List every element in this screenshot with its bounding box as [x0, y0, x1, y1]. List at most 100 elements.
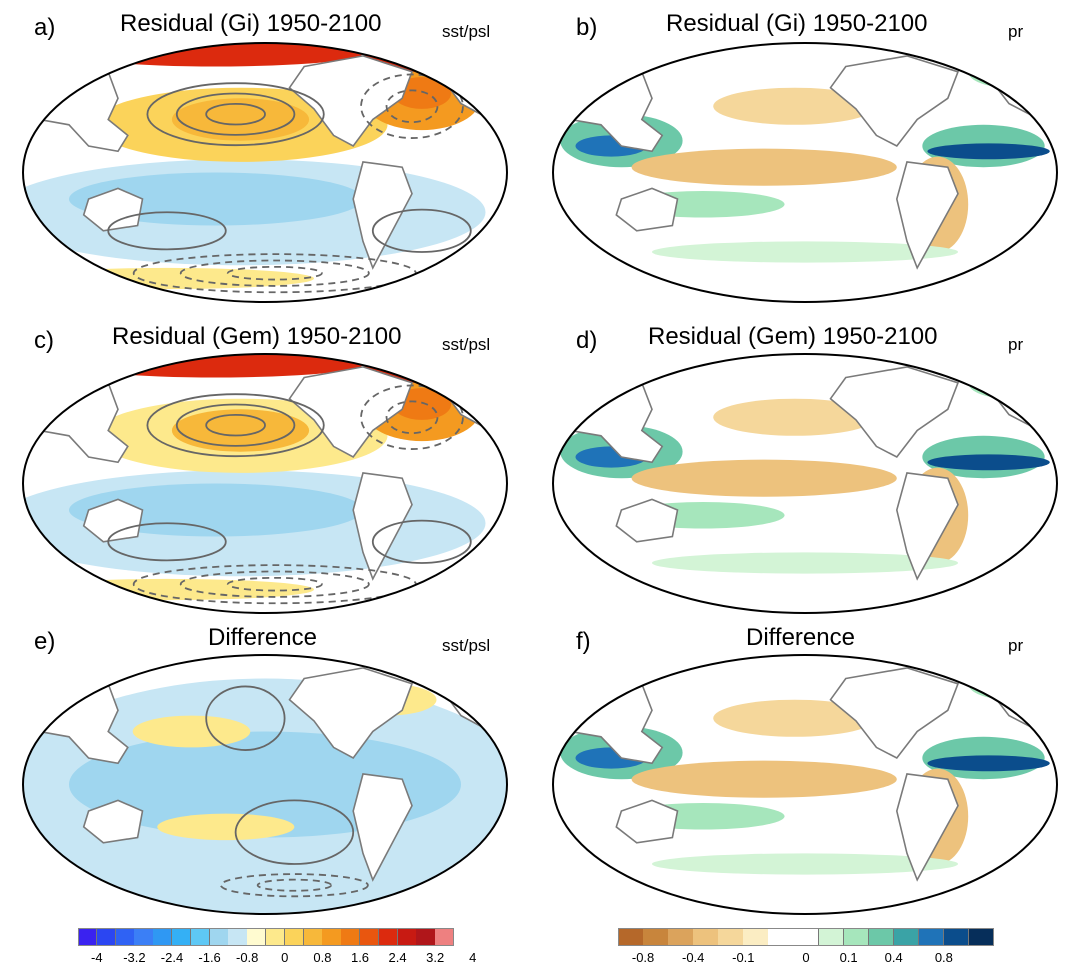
precipitation-map — [551, 353, 1059, 614]
psl-contour — [219, 873, 369, 898]
colorbar-frame — [618, 928, 994, 946]
psl-contour — [256, 878, 333, 892]
colorbar-swatch — [247, 928, 267, 946]
precipitation-map — [551, 42, 1059, 303]
continent-outline — [288, 667, 414, 760]
shaded-region — [631, 148, 897, 186]
map-border — [551, 353, 1059, 614]
continent-outline — [82, 498, 144, 543]
psl-contour — [179, 570, 370, 598]
sst-psl-map — [21, 353, 509, 614]
colorbar-swatch — [134, 928, 154, 946]
continent-outline — [288, 55, 414, 148]
sst-psl-map — [21, 654, 509, 915]
colorbar-tick-label: 0.1 — [839, 950, 858, 965]
shaded-region — [132, 715, 251, 748]
panel-variable: sst/psl — [442, 335, 491, 354]
shaded-region — [713, 87, 877, 125]
colorbar-tick-label: 2.4 — [388, 950, 407, 965]
shaded-region — [968, 667, 1050, 700]
map-fields — [22, 654, 507, 915]
panel-title: Difference — [746, 624, 855, 651]
sst-psl-map — [21, 42, 509, 303]
shaded-region — [69, 353, 363, 378]
continent-outline — [288, 366, 414, 459]
panel-label: f) — [576, 628, 591, 655]
colorbar-swatch — [322, 928, 342, 946]
shaded-region — [69, 42, 363, 67]
panel-variable: pr — [1008, 335, 1024, 354]
shaded-region — [652, 241, 958, 263]
psl-contour — [385, 89, 439, 124]
panel-label: e) — [34, 628, 56, 655]
panel-title: Residual (Gem) 1950-2100 — [648, 323, 938, 350]
colorbar-swatch — [190, 928, 211, 946]
shaded-region — [631, 459, 897, 497]
pr-colorbar: -0.8 -0.4 -0.1 0 0.1 0.4 0.8 — [618, 928, 995, 974]
psl-contour — [175, 92, 296, 136]
shaded-region — [157, 813, 295, 841]
psl-contour — [360, 384, 464, 450]
panel-e: e) Difference sst/psl — [0, 622, 536, 932]
panel-f: f) Difference pr — [536, 622, 1072, 932]
psl-contour — [146, 82, 325, 147]
panel-variable: sst/psl — [442, 636, 491, 655]
continent-outline — [352, 773, 413, 882]
colorbar-tick-label: 3.2 — [426, 950, 445, 965]
colorbar-swatch — [96, 928, 117, 946]
panel-label: b) — [576, 14, 598, 41]
colorbar-swatch — [172, 928, 192, 946]
panel-title: Residual (Gem) 1950-2100 — [112, 323, 402, 350]
psl-contour — [205, 685, 286, 751]
colorbar-tick-label: 4 — [469, 950, 477, 965]
colorbar-swatch — [397, 928, 417, 946]
shaded-region — [631, 760, 897, 798]
colorbar-swatch — [893, 928, 920, 946]
psl-contour — [205, 413, 266, 437]
shaded-region — [69, 483, 363, 537]
colorbar-swatch — [284, 928, 305, 946]
map-fields — [553, 655, 1057, 915]
shaded-region — [968, 366, 1050, 399]
continent-outline — [615, 187, 679, 232]
continent-outline — [82, 799, 144, 844]
colorbar-swatch — [693, 928, 719, 946]
map-border — [21, 654, 509, 915]
colorbar-swatch — [228, 928, 248, 946]
psl-contour — [107, 522, 227, 562]
land-outlines — [28, 54, 502, 270]
colorbar-frame — [78, 928, 454, 946]
panel-b: b) Residual (Gi) 1950-2100 pr — [536, 0, 1072, 310]
sst-colorbar: -4 -3.2 -2.4 -1.6 -0.8 0 0.8 1.6 2.4 3.2 4 — [78, 928, 476, 974]
continent-outline — [352, 161, 413, 270]
colorbar-swatch — [360, 928, 380, 946]
map-border — [551, 654, 1059, 915]
shaded-region — [652, 552, 958, 574]
continent-outline — [895, 773, 959, 882]
map-fields — [22, 42, 507, 303]
continent-outline — [82, 187, 144, 232]
continent-outline — [352, 472, 413, 581]
colorbar-tick-label: -0.8 — [631, 950, 655, 965]
continent-outline — [615, 799, 679, 844]
psl-contour — [226, 265, 323, 281]
colorbar-tick-label: 0.8 — [313, 950, 332, 965]
psl-contour — [226, 576, 323, 592]
colorbar-tick-label: 0 — [802, 950, 810, 965]
continent-outline — [615, 498, 679, 543]
shaded-region — [927, 454, 1050, 471]
panel-variable: pr — [1008, 636, 1024, 655]
colorbar-swatch — [416, 928, 436, 946]
map-border — [551, 42, 1059, 303]
continent-outline — [829, 55, 960, 148]
map-fields — [553, 354, 1057, 614]
colorbar-swatch — [115, 928, 135, 946]
psl-contour — [371, 519, 472, 564]
shaded-region — [968, 55, 1050, 88]
map-border — [21, 42, 509, 303]
colorbar-tick-label: -0.1 — [732, 950, 755, 965]
psl-contour — [175, 403, 296, 447]
colorbar-tick-label: -4 — [91, 950, 103, 965]
colorbar-swatch — [153, 928, 173, 946]
colorbar-tick-label: -0.8 — [235, 950, 259, 965]
